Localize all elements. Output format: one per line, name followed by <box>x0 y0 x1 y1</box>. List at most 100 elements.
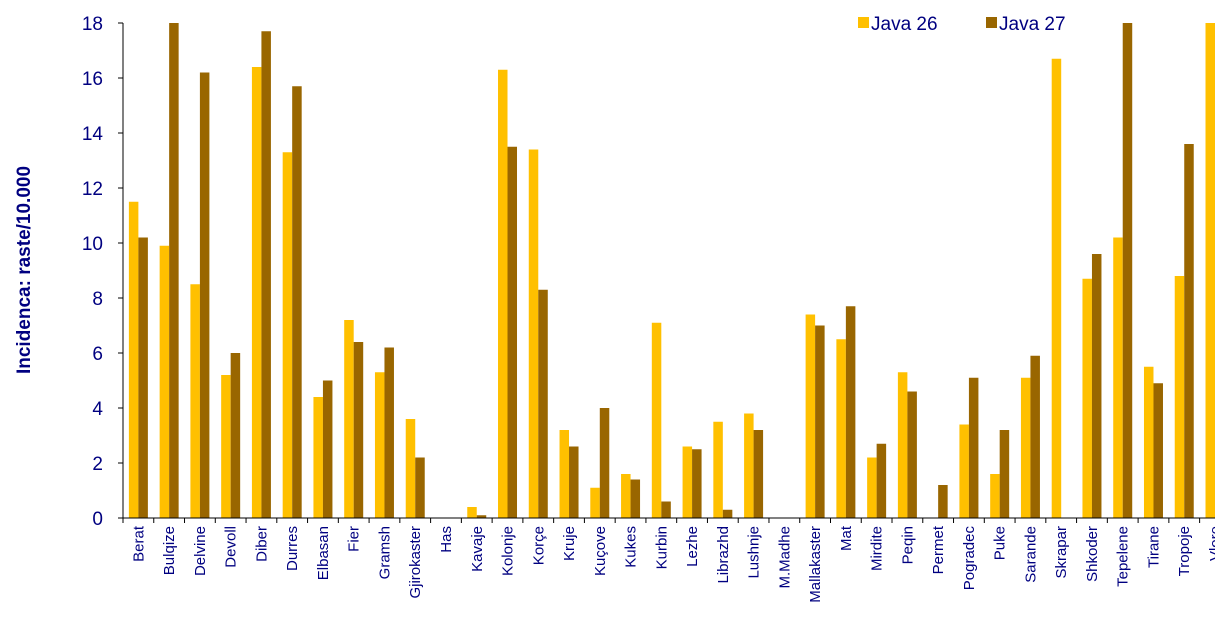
bar-java-27 <box>169 23 179 518</box>
bar-java-26 <box>190 284 200 518</box>
bar-java-26 <box>1143 366 1154 518</box>
y-tick-label: 6 <box>92 344 103 365</box>
bar-java-27 <box>753 430 764 518</box>
bar-java-26 <box>897 372 908 518</box>
bar-java-27 <box>938 485 948 518</box>
bar-java-27 <box>661 501 671 518</box>
bar-java-26 <box>1205 23 1215 518</box>
bar-java-26 <box>221 375 231 518</box>
x-tick-label: Vlore <box>1207 526 1215 561</box>
bar-java-27 <box>845 306 856 518</box>
bar-java-27 <box>876 443 887 518</box>
bar-java-26 <box>467 507 477 518</box>
y-tick-label: 12 <box>82 179 103 200</box>
x-tick-label: Lushnje <box>746 526 763 579</box>
bar-java-27 <box>384 347 394 518</box>
x-tick-label: Has <box>438 526 455 553</box>
bar-java-26 <box>559 430 570 518</box>
bar-java-27 <box>815 325 825 518</box>
bar-java-27 <box>261 31 271 518</box>
bar-java-26 <box>867 457 877 518</box>
bar-java-26 <box>836 339 846 518</box>
bar-java-27 <box>722 509 733 518</box>
bar-java-27 <box>968 377 979 518</box>
y-tick-label: 16 <box>82 69 103 90</box>
bar-java-27 <box>199 72 210 518</box>
bar-java-27 <box>415 457 425 518</box>
legend-swatch-java-26 <box>858 17 869 28</box>
bar-java-26 <box>344 320 354 518</box>
bar-java-27 <box>230 353 241 518</box>
bar-java-26 <box>682 446 693 518</box>
x-tick-label: Skrapar <box>1053 526 1070 579</box>
x-tick-label: Peqin <box>899 526 916 564</box>
bar-java-26 <box>159 245 170 518</box>
legend-label-java-27: Java 27 <box>999 14 1066 35</box>
bar-java-27 <box>1184 144 1194 518</box>
x-tick-label: Mallakaster <box>807 526 824 603</box>
bar-java-26 <box>744 413 754 518</box>
bar-java-27 <box>1153 383 1163 518</box>
x-tick-label: M.Madhe <box>776 526 793 589</box>
bar-java-26 <box>651 322 662 518</box>
x-tick-label: Kruje <box>561 526 578 561</box>
x-tick-label: Sarande <box>1022 526 1039 583</box>
x-tick-label: Shkoder <box>1084 526 1101 582</box>
x-tick-label: Korçe <box>530 526 547 565</box>
bar-java-27 <box>1122 23 1133 518</box>
bar-java-26 <box>405 419 416 518</box>
bar-java-27 <box>538 289 548 518</box>
bar-java-27 <box>1091 254 1102 518</box>
x-tick-label: Lezhe <box>684 526 701 567</box>
bar-java-27 <box>569 446 579 518</box>
bar-java-26 <box>1082 278 1092 518</box>
x-tick-label: Permet <box>930 525 947 574</box>
x-tick-label: Tirane <box>1145 526 1162 568</box>
bar-java-27 <box>507 146 518 518</box>
bar-java-27 <box>907 391 917 518</box>
x-tick-label: Tropoje <box>1176 526 1193 576</box>
bar-java-26 <box>1113 237 1123 518</box>
y-tick-label: 4 <box>92 399 103 420</box>
bar-java-26 <box>282 152 293 518</box>
bar-java-26 <box>128 201 139 518</box>
x-tick-label: Durres <box>284 526 301 571</box>
bar-java-26 <box>498 69 508 518</box>
bar-java-26 <box>590 487 600 518</box>
bar-java-26 <box>990 474 1000 518</box>
x-tick-label: Kavaje <box>469 526 486 572</box>
x-tick-label: Kolonje <box>500 526 517 576</box>
bar-java-26 <box>374 372 385 518</box>
plot-area: 0 2 4 6 8 10 12 14 16 18 Berat Bulqize Delvine Devoll… <box>82 14 1215 603</box>
bar-java-27 <box>599 408 610 518</box>
x-tick-label: Kukes <box>623 526 640 568</box>
x-tick-label: Diber <box>253 526 270 562</box>
bar-java-27 <box>692 449 702 518</box>
bar-java-26 <box>959 424 969 518</box>
x-tick-label: Fier <box>346 526 363 552</box>
x-tick-label: Bulqize <box>161 526 178 575</box>
x-tick-label: Kurbin <box>653 526 670 569</box>
x-tick-label: Librazhd <box>715 526 732 584</box>
legend: Java 26 Java 27 <box>858 14 1066 35</box>
y-tick-label: 8 <box>92 289 103 310</box>
bar-java-26 <box>251 67 262 518</box>
bar-java-26 <box>713 421 723 518</box>
y-tick-label: 2 <box>92 454 103 475</box>
bar-java-26 <box>805 314 816 518</box>
y-tick-label: 0 <box>92 509 103 530</box>
x-tick-label: Mat <box>838 525 855 551</box>
bar-java-26 <box>1051 58 1062 518</box>
x-tick-label: Gramsh <box>376 526 393 579</box>
x-tick-label: Berat <box>130 525 147 562</box>
bar-java-26 <box>1020 377 1031 518</box>
legend-label-java-26: Java 26 <box>871 14 938 35</box>
x-tick-label: Mirdite <box>869 526 886 571</box>
x-tick-label: Delvine <box>192 526 209 576</box>
bar-java-27 <box>1030 355 1040 518</box>
x-tick-label: Gjirokaster <box>407 526 424 599</box>
y-axis-title: Incidenca: raste/10.000 <box>14 166 35 374</box>
x-tick-label: Puke <box>992 526 1009 560</box>
bar-java-27 <box>292 86 302 518</box>
x-tick-label: Kuçove <box>592 526 609 576</box>
